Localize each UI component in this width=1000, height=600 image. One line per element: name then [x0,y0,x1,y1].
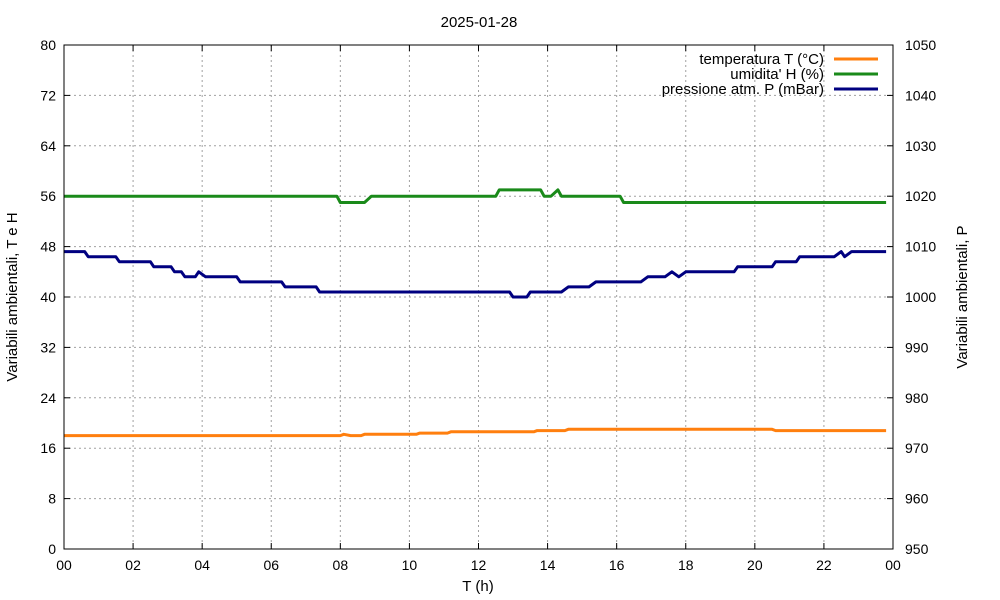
y-right-tick-label: 960 [905,491,929,507]
plot-area [64,188,887,438]
y-right-tick-label: 1020 [905,188,936,204]
y-left-tick-label: 72 [40,87,56,103]
y-right-tick-label: 1030 [905,138,936,154]
axis-ticks: 00 02 04 06 08 10 12 14 16 18 20 22 0008162432404856… [40,37,936,573]
y-right-tick-label: 990 [905,339,929,355]
x-tick-label: 22 [816,557,832,573]
series-line-1 [64,188,887,204]
y-axis-label-left: Variabili ambientali, T e H [4,212,21,381]
y-right-tick-label: 1010 [905,239,936,255]
legend-label: pressione atm. P (mBar) [662,81,824,98]
y-right-tick-label: 970 [905,440,929,456]
x-tick-label: 16 [609,557,625,573]
y-left-tick-label: 56 [40,188,56,204]
x-tick-label: 00 [56,557,72,573]
y-right-tick-label: 950 [905,541,929,557]
y-axis-label-right: Variabili ambientali, P [954,225,971,368]
y-left-tick-label: 0 [48,541,56,557]
x-axis-label: T (h) [462,578,493,595]
y-right-tick-label: 980 [905,390,929,406]
y-left-tick-label: 64 [40,138,56,154]
y-right-tick-label: 1040 [905,87,936,103]
x-tick-label: 12 [471,557,487,573]
x-tick-label: 00 [885,557,901,573]
series-line-0 [64,427,887,438]
y-left-tick-label: 80 [40,37,56,53]
grid [64,45,893,549]
y-left-tick-label: 24 [40,390,56,406]
series-line-2 [64,250,887,299]
x-tick-label: 08 [333,557,349,573]
x-tick-label: 10 [402,557,418,573]
y-left-tick-label: 48 [40,239,56,255]
x-tick-label: 06 [263,557,279,573]
legend-label: umidita' H (%) [730,66,824,83]
y-right-tick-label: 1050 [905,37,936,53]
y-left-tick-label: 16 [40,440,56,456]
plot-border [63,44,894,550]
x-tick-label: 18 [678,557,694,573]
x-tick-label: 20 [747,557,763,573]
x-tick-label: 02 [125,557,141,573]
y-left-tick-label: 40 [40,289,56,305]
legend: temperatura T (°C)umidita' H (%)pression… [662,51,878,98]
y-right-tick-label: 1000 [905,289,936,305]
y-left-tick-label: 32 [40,339,56,355]
chart-title: 2025-01-28 [441,14,518,31]
legend-label: temperatura T (°C) [699,51,824,68]
y-left-tick-label: 8 [48,491,56,507]
x-tick-label: 14 [540,557,556,573]
x-tick-label: 04 [194,557,210,573]
